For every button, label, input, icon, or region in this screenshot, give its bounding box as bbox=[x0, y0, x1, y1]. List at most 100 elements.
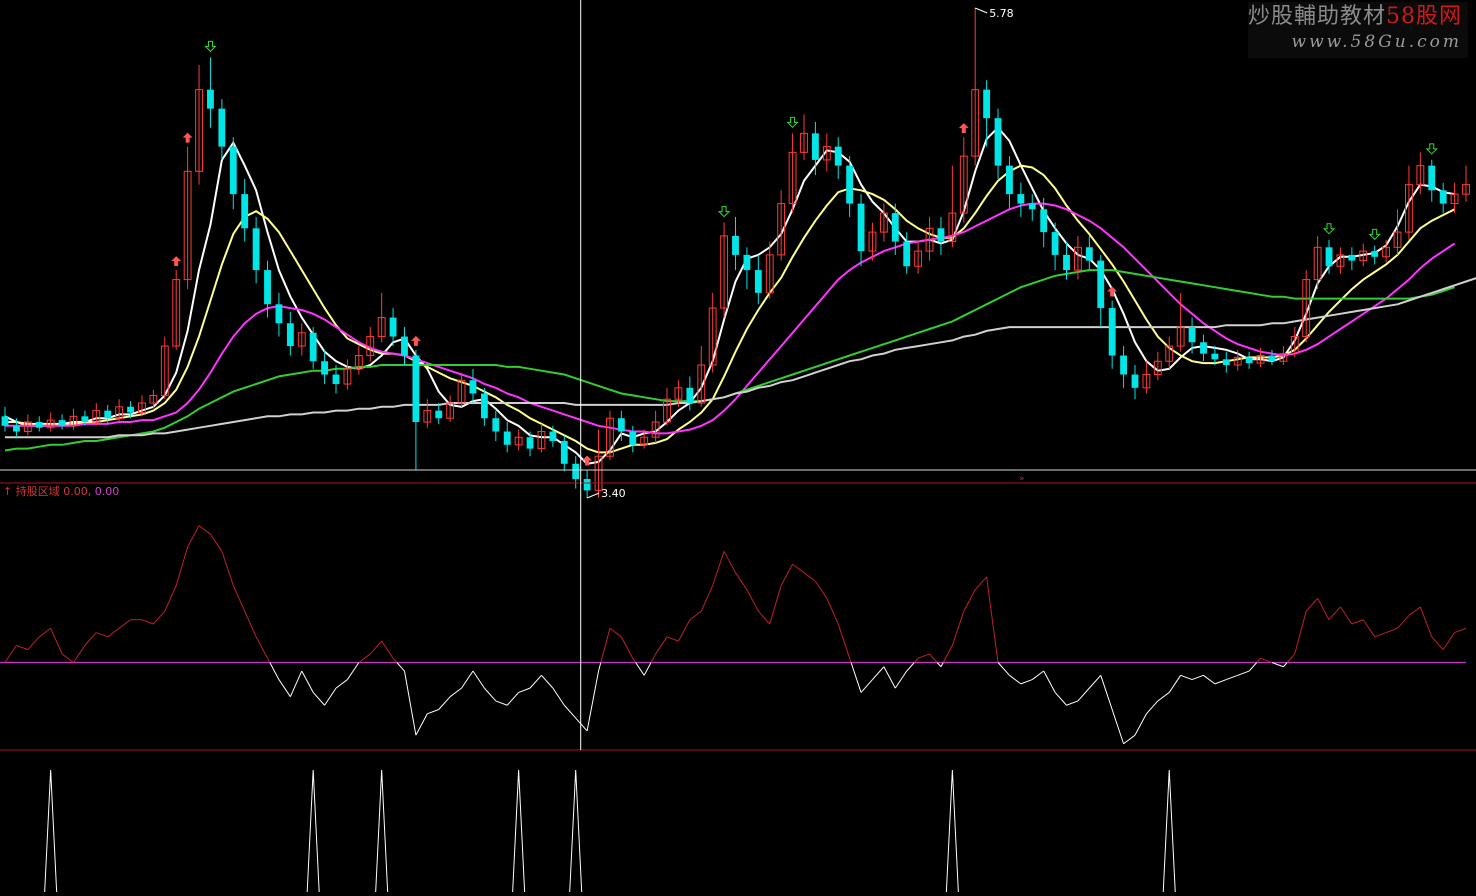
oscillator-segment bbox=[781, 564, 792, 585]
candle-body-down bbox=[1109, 308, 1116, 355]
oscillator-segment bbox=[1409, 607, 1420, 616]
oscillator-segment bbox=[815, 581, 826, 598]
oscillator-segment bbox=[1009, 675, 1020, 684]
oscillator-segment bbox=[793, 564, 804, 573]
oscillator-segment bbox=[758, 611, 769, 624]
oscillator-segment bbox=[336, 680, 347, 689]
oscillator-segment bbox=[199, 526, 210, 535]
oscillator-segment bbox=[975, 577, 986, 590]
oscillator-segment bbox=[861, 680, 872, 693]
signal-spike bbox=[45, 770, 57, 892]
oscillator-segment bbox=[1181, 675, 1192, 679]
oscillator-segment bbox=[964, 590, 975, 611]
oscillator-segment bbox=[1318, 598, 1329, 619]
signal-spike bbox=[1163, 770, 1175, 892]
price-high-label: 5.78 bbox=[989, 7, 1014, 20]
candle-body-down bbox=[584, 479, 591, 490]
oscillator-segment bbox=[918, 654, 929, 658]
buy-arrow-icon bbox=[171, 256, 181, 266]
candle-body-down bbox=[321, 361, 328, 374]
oscillator-segment bbox=[724, 551, 735, 572]
candle-body-down bbox=[1040, 209, 1047, 232]
scroll-marker-icon: » bbox=[1019, 474, 1025, 484]
candle-body-down bbox=[36, 422, 43, 428]
price-low-label: 3.40 bbox=[601, 487, 626, 500]
candle-body-down bbox=[1017, 194, 1024, 203]
signal-panel[interactable] bbox=[45, 770, 1476, 892]
oscillator-segment bbox=[541, 675, 552, 688]
oscillator-segment bbox=[1078, 688, 1089, 701]
oscillator-segment bbox=[1420, 607, 1431, 637]
signal-spike bbox=[570, 770, 582, 892]
candle-body-down bbox=[527, 437, 534, 448]
ma-line-3 bbox=[5, 204, 1455, 434]
oscillator-segment bbox=[1455, 628, 1466, 632]
oscillator-segment bbox=[1158, 692, 1169, 701]
candle-body-down bbox=[561, 441, 568, 464]
candle-body-down bbox=[618, 418, 625, 431]
candle-body-down bbox=[81, 416, 88, 422]
candle-body-down bbox=[1052, 232, 1059, 255]
oscillator-segment bbox=[838, 624, 849, 658]
oscillator-segment bbox=[1203, 675, 1214, 684]
candle-body-down bbox=[481, 394, 488, 419]
candle-body-down bbox=[492, 418, 499, 431]
candle-body-down bbox=[1086, 247, 1093, 260]
oscillator-segment bbox=[884, 667, 895, 688]
oscillator-segment bbox=[397, 662, 405, 671]
candle-body-down bbox=[2, 416, 9, 425]
candle-body-down bbox=[207, 90, 214, 109]
ma-line-2 bbox=[5, 166, 1455, 453]
oscillator-segment bbox=[1192, 675, 1203, 679]
oscillator-segment bbox=[462, 671, 473, 688]
candle-body-down bbox=[127, 407, 134, 413]
oscillator-segment bbox=[827, 598, 838, 624]
ma-line-1 bbox=[5, 128, 1455, 464]
oscillator-segment bbox=[1238, 671, 1249, 675]
oscillator-panel[interactable] bbox=[0, 526, 1466, 744]
oscillator-segment bbox=[1249, 662, 1257, 671]
candle-body-down bbox=[1120, 356, 1127, 375]
sell-arrow-icon bbox=[719, 207, 729, 217]
candle-body-down bbox=[310, 333, 317, 361]
oscillator-segment bbox=[621, 637, 632, 658]
candle-body-down bbox=[59, 420, 66, 426]
signal-spike bbox=[946, 770, 958, 892]
oscillator-segment bbox=[690, 611, 701, 620]
watermark-title: 炒股輔助教材58股网 bbox=[1248, 2, 1468, 32]
oscillator-segment bbox=[1352, 620, 1363, 624]
sell-arrow-icon bbox=[205, 41, 215, 51]
oscillator-segment bbox=[1044, 671, 1055, 692]
oscillator-segment bbox=[450, 688, 461, 697]
oscillator-segment bbox=[1089, 675, 1100, 688]
candle-body-down bbox=[401, 337, 408, 356]
candle-body-down bbox=[812, 133, 819, 160]
candle-body-down bbox=[755, 270, 762, 293]
watermark-url: www.58Gu.com bbox=[1248, 32, 1468, 52]
oscillator-segment bbox=[1398, 615, 1409, 628]
candle-body-down bbox=[892, 213, 899, 241]
oscillator-segment bbox=[1032, 671, 1043, 680]
oscillator-segment bbox=[564, 705, 575, 718]
oscillator-segment bbox=[1226, 675, 1237, 679]
oscillator-segment bbox=[5, 645, 16, 662]
oscillator-segment bbox=[636, 662, 645, 675]
price-panel[interactable] bbox=[2, 8, 1476, 498]
high-pointer bbox=[975, 8, 987, 13]
candle-body-down bbox=[1200, 342, 1207, 353]
oscillator-segment bbox=[701, 586, 712, 612]
candle-body-down bbox=[903, 242, 910, 267]
candle-body-down bbox=[983, 90, 990, 118]
oscillator-segment bbox=[599, 662, 601, 671]
oscillator-segment bbox=[96, 633, 107, 637]
oscillator-segment bbox=[507, 692, 518, 705]
candle-body-down bbox=[1348, 255, 1355, 261]
oscillator-segment bbox=[279, 680, 290, 697]
oscillator-segment bbox=[210, 534, 221, 551]
candle-body-down bbox=[1428, 166, 1435, 191]
oscillator-segment bbox=[473, 671, 484, 688]
oscillator-segment bbox=[404, 671, 415, 735]
candle-body-down bbox=[390, 318, 397, 337]
